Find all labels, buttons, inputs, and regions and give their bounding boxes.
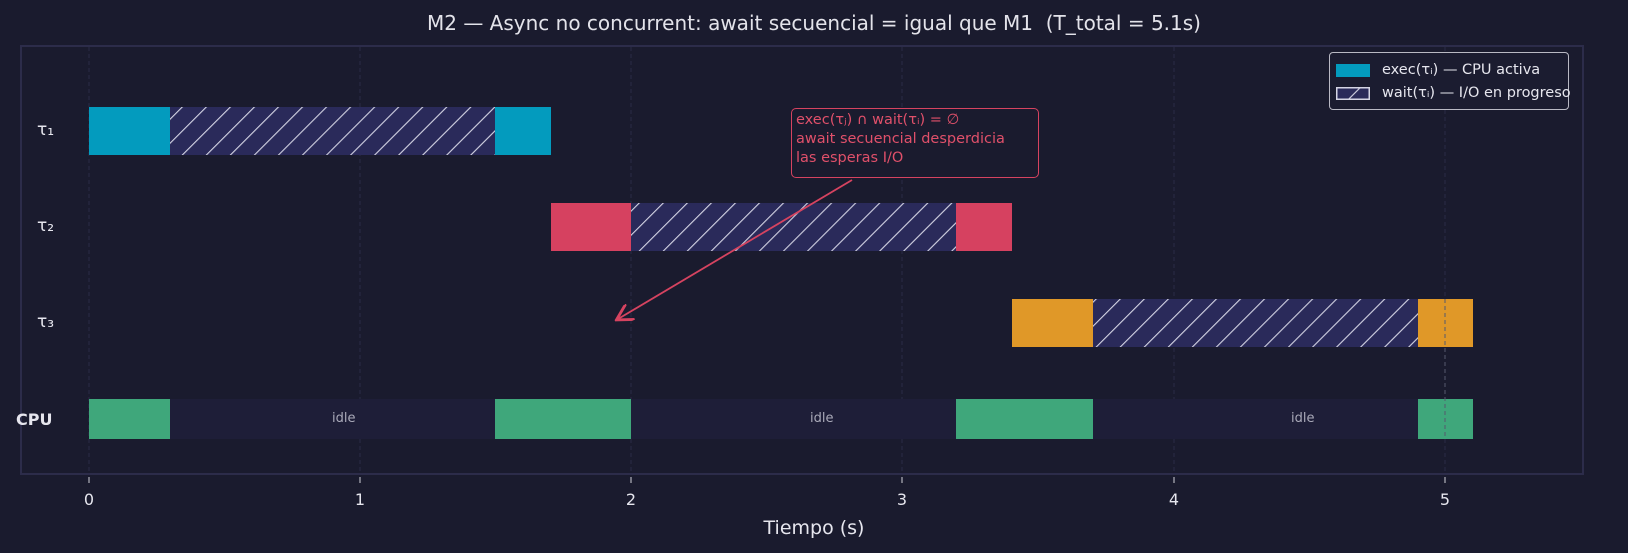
- y-label-tau2: τ₂: [37, 216, 55, 236]
- x-tick-4: 4: [1168, 490, 1180, 509]
- idle-label-3: idle: [1291, 411, 1315, 426]
- row-cpu-bars: [89, 399, 1473, 439]
- annotation-line-3: las esperas I/O: [796, 150, 904, 166]
- legend-item-exec: exec(τᵢ) — CPU activa: [1336, 60, 1540, 80]
- tau2-wait: [631, 203, 956, 251]
- row-tau2-bars: [551, 203, 1012, 251]
- x-tick-1: 1: [354, 490, 366, 509]
- tau2-exec-2: [956, 203, 1012, 251]
- legend: exec(τᵢ) — CPU activa wait(τᵢ) — I/O en …: [1329, 52, 1571, 110]
- x-tick-2: 2: [625, 490, 637, 509]
- tau2-exec-1: [551, 203, 631, 251]
- y-label-tau3: τ₃: [37, 312, 55, 332]
- row-tau1-bars: [89, 107, 551, 155]
- annotation-box: exec(τⱼ) ∩ wait(τᵢ) = ∅ await secuencial…: [791, 108, 1039, 178]
- exec-swatch-icon: [1336, 63, 1370, 77]
- row-tau3-bars: [1012, 299, 1473, 347]
- idle-label-2: idle: [810, 411, 834, 426]
- idle-label-1: idle: [332, 411, 356, 426]
- annotation-arrow: [618, 179, 853, 319]
- y-label-cpu: CPU: [16, 410, 53, 429]
- tau3-wait: [1093, 299, 1418, 347]
- tau1-exec-1: [89, 107, 170, 155]
- annotation-line-2: await secuencial desperdicia: [796, 131, 1005, 147]
- x-tick-3: 3: [896, 490, 908, 509]
- legend-item-wait: wait(τᵢ) — I/O en progreso: [1336, 83, 1571, 103]
- x-tick-0: 0: [83, 490, 95, 509]
- chart-title: M2 — Async no concurrent: await secuenci…: [426, 11, 1201, 35]
- x-axis-label: Tiempo (s): [763, 517, 865, 539]
- tau1-wait: [170, 107, 495, 155]
- x-tick-5: 5: [1439, 490, 1451, 509]
- tau3-exec-1: [1012, 299, 1093, 347]
- legend-label-exec: exec(τᵢ) — CPU activa: [1382, 62, 1541, 78]
- legend-label-wait: wait(τᵢ) — I/O en progreso: [1382, 85, 1571, 101]
- y-label-tau1: τ₁: [37, 120, 55, 140]
- tau1-exec-2: [495, 107, 551, 155]
- annotation-line-1: exec(τⱼ) ∩ wait(τᵢ) = ∅: [796, 112, 960, 128]
- wait-hatch-swatch-icon: [1336, 86, 1370, 100]
